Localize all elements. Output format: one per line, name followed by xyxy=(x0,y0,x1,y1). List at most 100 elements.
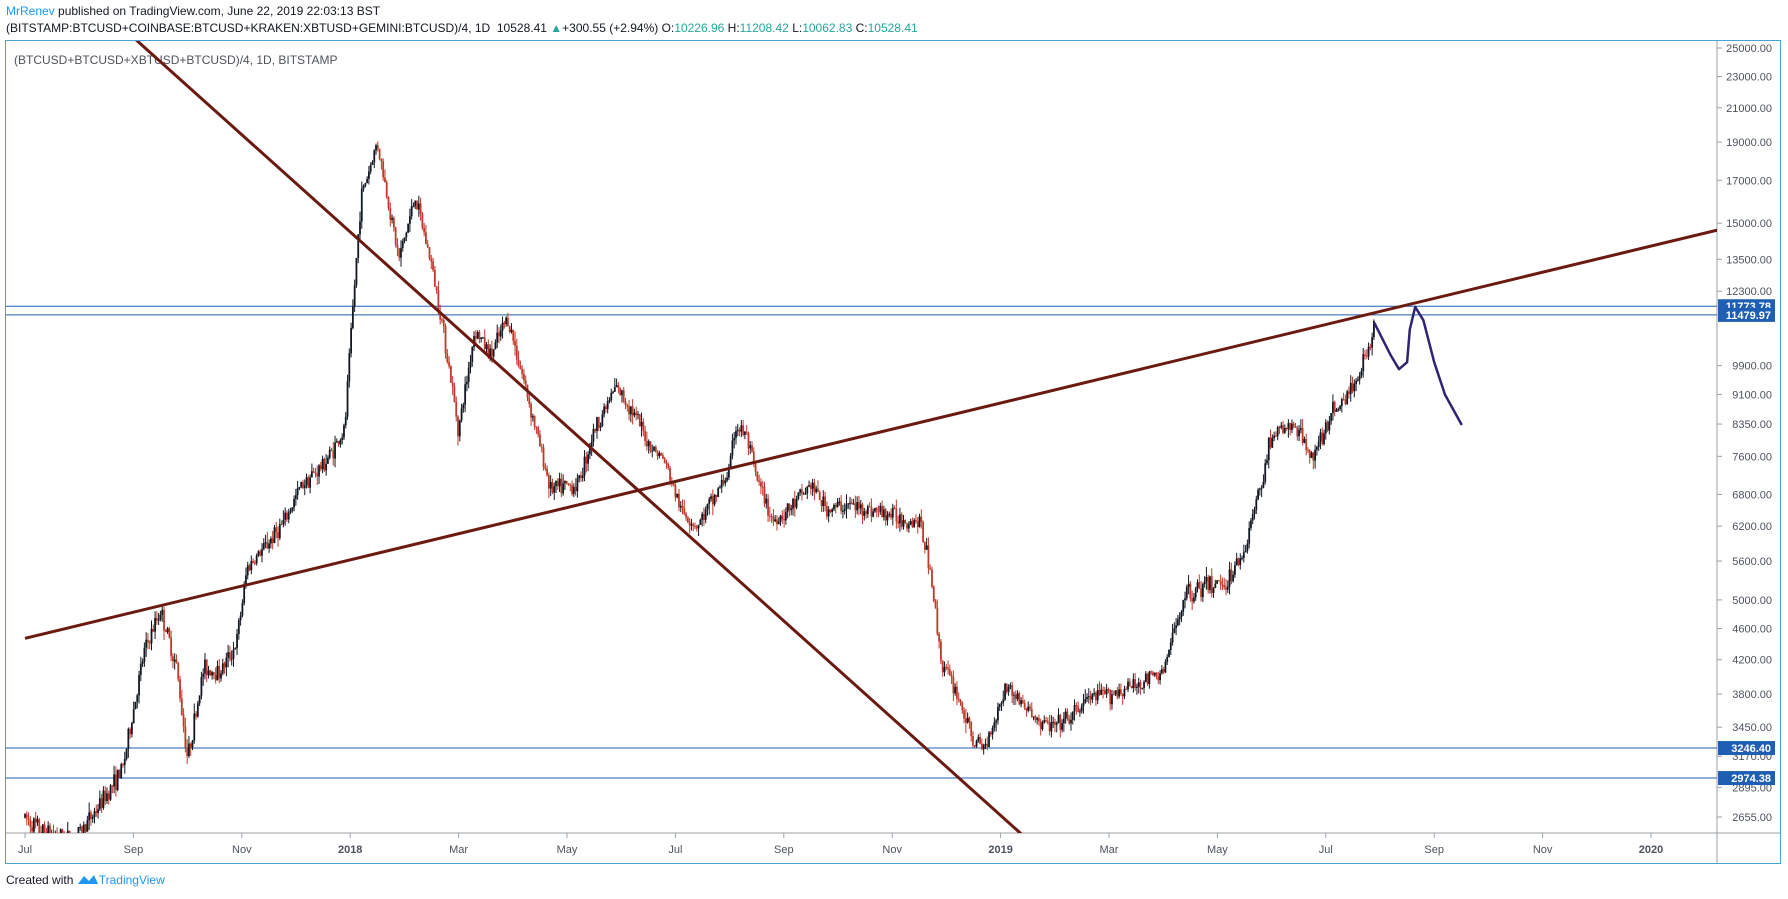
candle xyxy=(1066,708,1069,721)
candle-body xyxy=(968,717,971,722)
candle xyxy=(204,653,206,680)
candle-body xyxy=(91,817,94,819)
candle xyxy=(34,811,37,829)
candle-body xyxy=(237,620,240,635)
candle-body xyxy=(802,493,805,495)
candle-body xyxy=(961,702,964,711)
candle xyxy=(211,670,214,680)
tradingview-brand[interactable]: TradingView xyxy=(98,873,165,887)
candle xyxy=(1054,718,1056,732)
candle-body xyxy=(1127,681,1129,690)
candle-body xyxy=(164,630,167,633)
candle xyxy=(948,664,951,676)
candle-body xyxy=(220,673,222,679)
candle-body xyxy=(740,425,743,432)
candle-body xyxy=(498,332,500,337)
candle xyxy=(278,518,281,541)
time-tick-label: 2020 xyxy=(1639,844,1663,856)
candle-body xyxy=(375,145,377,151)
candle xyxy=(576,473,579,498)
candle-body xyxy=(845,504,848,510)
candle xyxy=(720,474,723,494)
candle-body xyxy=(779,515,782,522)
chart-frame[interactable] xyxy=(5,40,1781,864)
candle xyxy=(482,336,484,339)
trendline-ascending[interactable] xyxy=(24,228,1727,640)
candle-body xyxy=(1062,718,1065,724)
candle-body xyxy=(389,207,392,220)
candle xyxy=(389,202,392,227)
candle-body xyxy=(65,837,67,844)
candle-body xyxy=(150,628,153,644)
price-tick-label: 15000.00 xyxy=(1726,218,1772,230)
candle-body xyxy=(874,507,876,512)
candle xyxy=(58,835,60,842)
candle xyxy=(255,553,258,566)
candle-body xyxy=(940,641,942,661)
candle xyxy=(1235,552,1238,566)
projection-path[interactable] xyxy=(1373,305,1463,426)
candle xyxy=(1093,688,1096,697)
candle xyxy=(608,397,611,404)
trendline-descending[interactable] xyxy=(130,35,1033,845)
candle xyxy=(400,240,402,267)
candle-body xyxy=(1217,580,1220,582)
author-link[interactable]: MrRenev xyxy=(6,4,55,18)
candle xyxy=(286,510,288,522)
price-axis[interactable]: 25000.0023000.0021000.0019000.0017000.00… xyxy=(1716,41,1772,863)
candle-body xyxy=(1116,690,1119,697)
candle-body xyxy=(1005,683,1008,692)
candle-body xyxy=(1266,460,1268,464)
candle-body xyxy=(768,515,771,517)
candle xyxy=(1118,683,1120,699)
candle-body xyxy=(1002,699,1005,703)
time-axis[interactable]: Jul Sep Nov 2018 Mar May Jul Sep Nov 2019 Mar May Ju… xyxy=(6,832,1780,856)
candle xyxy=(1292,421,1295,429)
candle xyxy=(950,671,953,685)
candle-body xyxy=(902,520,905,527)
candle-body xyxy=(1166,656,1169,662)
candle xyxy=(294,488,297,506)
candle-body xyxy=(31,827,34,832)
candle-body xyxy=(168,628,171,638)
candle xyxy=(218,658,221,684)
candle xyxy=(1171,623,1174,646)
candle-body xyxy=(1132,679,1135,689)
candle-body xyxy=(948,669,951,676)
candle-body xyxy=(257,551,260,556)
candle-body xyxy=(678,493,680,508)
candle xyxy=(1242,544,1245,563)
candle-body xyxy=(669,468,671,481)
candle-body xyxy=(109,785,112,800)
candle xyxy=(252,558,254,564)
candle xyxy=(581,467,584,482)
candle xyxy=(348,348,351,388)
candle-body xyxy=(1100,689,1103,695)
candle-body xyxy=(631,406,634,416)
candle-body xyxy=(560,478,563,494)
candle-body xyxy=(1018,693,1021,705)
plot-area[interactable] xyxy=(6,35,1727,854)
candle xyxy=(929,564,932,571)
candle xyxy=(483,329,486,351)
candle xyxy=(492,349,495,359)
candle xyxy=(385,179,388,199)
candle xyxy=(494,339,497,350)
candle-body xyxy=(658,452,661,457)
candle-body xyxy=(499,330,502,337)
candle-body xyxy=(1364,354,1366,356)
candle xyxy=(1330,413,1333,425)
candle xyxy=(111,784,114,794)
candle xyxy=(1324,419,1327,440)
candle xyxy=(667,462,670,471)
candle-body xyxy=(1009,685,1012,688)
candle xyxy=(284,507,287,526)
candle-body xyxy=(767,498,769,516)
candle-body xyxy=(446,353,449,362)
candle-body xyxy=(1144,673,1147,682)
candle xyxy=(314,467,317,478)
candle xyxy=(1210,568,1213,598)
candle-body xyxy=(457,416,459,437)
candle xyxy=(768,506,771,522)
